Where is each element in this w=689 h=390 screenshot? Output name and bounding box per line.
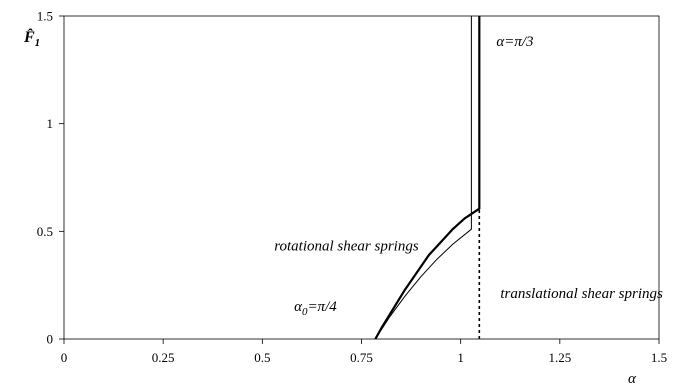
x-tick-label: 0.5 (254, 350, 270, 365)
x-tick-label: 0 (61, 350, 68, 365)
y-tick-label: 0.5 (37, 224, 53, 239)
tick-marks (59, 15, 660, 344)
x-tick-label: 1 (457, 350, 464, 365)
tick-labels: 0 0.25 0.5 0.75 1 1.25 1.5 0 0.5 1 1.5 (37, 9, 667, 366)
annotation: α=π/3 (496, 34, 533, 50)
y-axis-label-sub: 1 (35, 37, 41, 49)
y-axis-label: F̂1 (23, 27, 40, 49)
series-line-solid-thick (374, 16, 481, 340)
y-tick-label: 0 (47, 332, 54, 347)
annotation: rotational shear springs (274, 239, 419, 255)
annotation: α0=π/4 (294, 299, 337, 318)
series-line-solid-thin (374, 16, 472, 340)
y-tick-label: 1.5 (37, 9, 53, 24)
x-tick-label: 0.75 (350, 350, 373, 365)
series-group (374, 16, 481, 340)
x-tick-label: 1.25 (548, 350, 571, 365)
annotations: α=π/3 rotational shear springs translation… (274, 34, 663, 318)
annotation: translational shear springs (500, 286, 663, 302)
x-tick-label: 0.25 (152, 350, 175, 365)
x-axis-label: α (628, 371, 637, 387)
y-axis-label-main: F̂ (23, 27, 35, 46)
y-tick-label: 1 (47, 116, 54, 131)
x-tick-label: 1.5 (651, 350, 667, 365)
